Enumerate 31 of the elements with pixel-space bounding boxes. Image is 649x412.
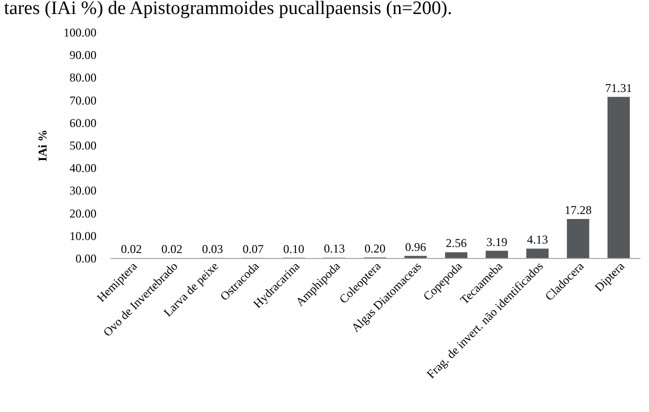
data-label: 0.03 [202, 242, 224, 256]
y-tick-label: 30.00 [70, 184, 96, 198]
y-tick-label: 20.00 [70, 206, 96, 220]
data-label: 0.13 [324, 242, 345, 256]
y-tick-label: 80.00 [70, 70, 96, 85]
y-axis-title: IAi % [36, 130, 50, 162]
y-tick-label: 50.00 [70, 138, 96, 152]
y-tick-label: 0.00 [76, 252, 96, 266]
data-label: 4.13 [526, 232, 548, 247]
data-label: 17.28 [564, 202, 592, 217]
y-tick-label: 90.00 [70, 48, 96, 62]
data-label: 3.19 [486, 234, 508, 249]
bar [608, 96, 630, 258]
y-tick-label: 10.00 [70, 228, 96, 243]
data-label: 0.20 [364, 242, 386, 256]
bar [566, 218, 590, 258]
data-label: 2.56 [446, 236, 467, 250]
bar [445, 252, 468, 258]
data-label: 71.31 [605, 80, 632, 95]
bar [486, 250, 508, 258]
bar [526, 248, 549, 258]
chart-title: tares (IAi %) de Apistogrammoides pucallpaensis (n=200). [4, 0, 452, 19]
y-tick-label: 60.00 [70, 116, 96, 130]
data-label: 0.02 [120, 242, 142, 256]
data-label: 0.07 [242, 242, 264, 256]
data-label: 0.10 [283, 242, 304, 256]
y-tick-label: 100.00 [64, 26, 96, 40]
y-tick-label: 70.00 [70, 93, 96, 108]
data-label: 0.02 [161, 242, 182, 256]
y-tick-label: 40.00 [70, 161, 96, 176]
data-label: 0.96 [405, 240, 426, 254]
